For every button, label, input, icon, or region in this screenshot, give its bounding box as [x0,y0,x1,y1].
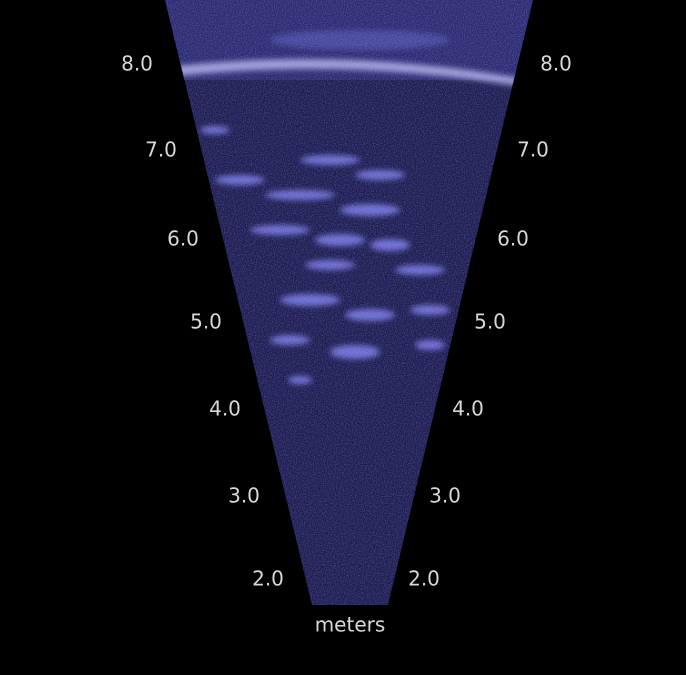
left-range-label: 5.0 [190,310,222,334]
left-range-label: 2.0 [252,567,284,591]
left-range-label: 8.0 [121,52,153,76]
right-range-label: 8.0 [540,52,572,76]
right-range-label: 4.0 [452,397,484,421]
right-range-label: 2.0 [408,567,440,591]
left-range-label: 4.0 [209,397,241,421]
left-range-label: 6.0 [167,227,199,251]
left-range-label: 7.0 [145,138,177,162]
left-range-label: 3.0 [228,484,260,508]
right-range-label: 3.0 [429,484,461,508]
right-range-label: 6.0 [497,227,529,251]
page: 8.0 7.0 6.0 5.0 4.0 3.0 2.0 8.0 7.0 6.0 5.0 4.0 3.0 2… [0,0,686,675]
right-range-label: 5.0 [474,310,506,334]
unit-label: meters [315,613,386,637]
right-range-label: 7.0 [517,138,549,162]
sonar-view: 8.0 7.0 6.0 5.0 4.0 3.0 2.0 8.0 7.0 6.0 5.0 4.0 3.0 2… [0,0,686,675]
